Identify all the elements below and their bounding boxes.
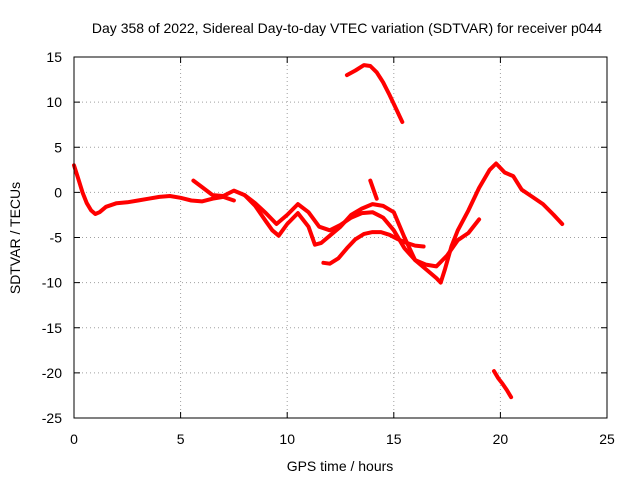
y-tick-label: -15 [42,320,62,336]
x-tick-label: 25 [599,431,615,447]
series-track-3 [242,193,482,269]
x-tick-label: 15 [386,431,402,447]
y-tick-label: -10 [42,275,62,291]
x-tick-label: 5 [177,431,185,447]
y-tick-label: -20 [42,365,62,381]
y-tick-label: 10 [46,94,62,110]
series-track-2 [191,161,565,285]
tick-layer: 0 5 10 15 20 25 -25 -20 -15 -10 -5 0 5 10 15 [42,49,615,447]
y-axis-label: SDTVAR / TECUs [7,182,23,294]
series-track-5 [344,63,405,124]
y-tick-label: 15 [46,49,62,65]
series-track-4 [321,230,426,266]
chart-title: Day 358 of 2022, Sidereal Day-to-day VTE… [92,20,602,36]
x-tick-label: 20 [493,431,509,447]
y-tick-label: -5 [50,230,63,246]
series-track-6 [492,369,514,400]
series-layer [72,63,565,400]
x-tick-label: 10 [279,431,295,447]
series-track-7 [368,178,379,201]
series-track-1 [72,163,236,216]
x-tick-label: 0 [70,431,78,447]
y-tick-label: -25 [42,410,62,426]
x-axis-label: GPS time / hours [287,458,394,474]
grid-layer [74,57,607,418]
y-tick-label: 0 [54,184,62,200]
y-tick-label: 5 [54,139,62,155]
